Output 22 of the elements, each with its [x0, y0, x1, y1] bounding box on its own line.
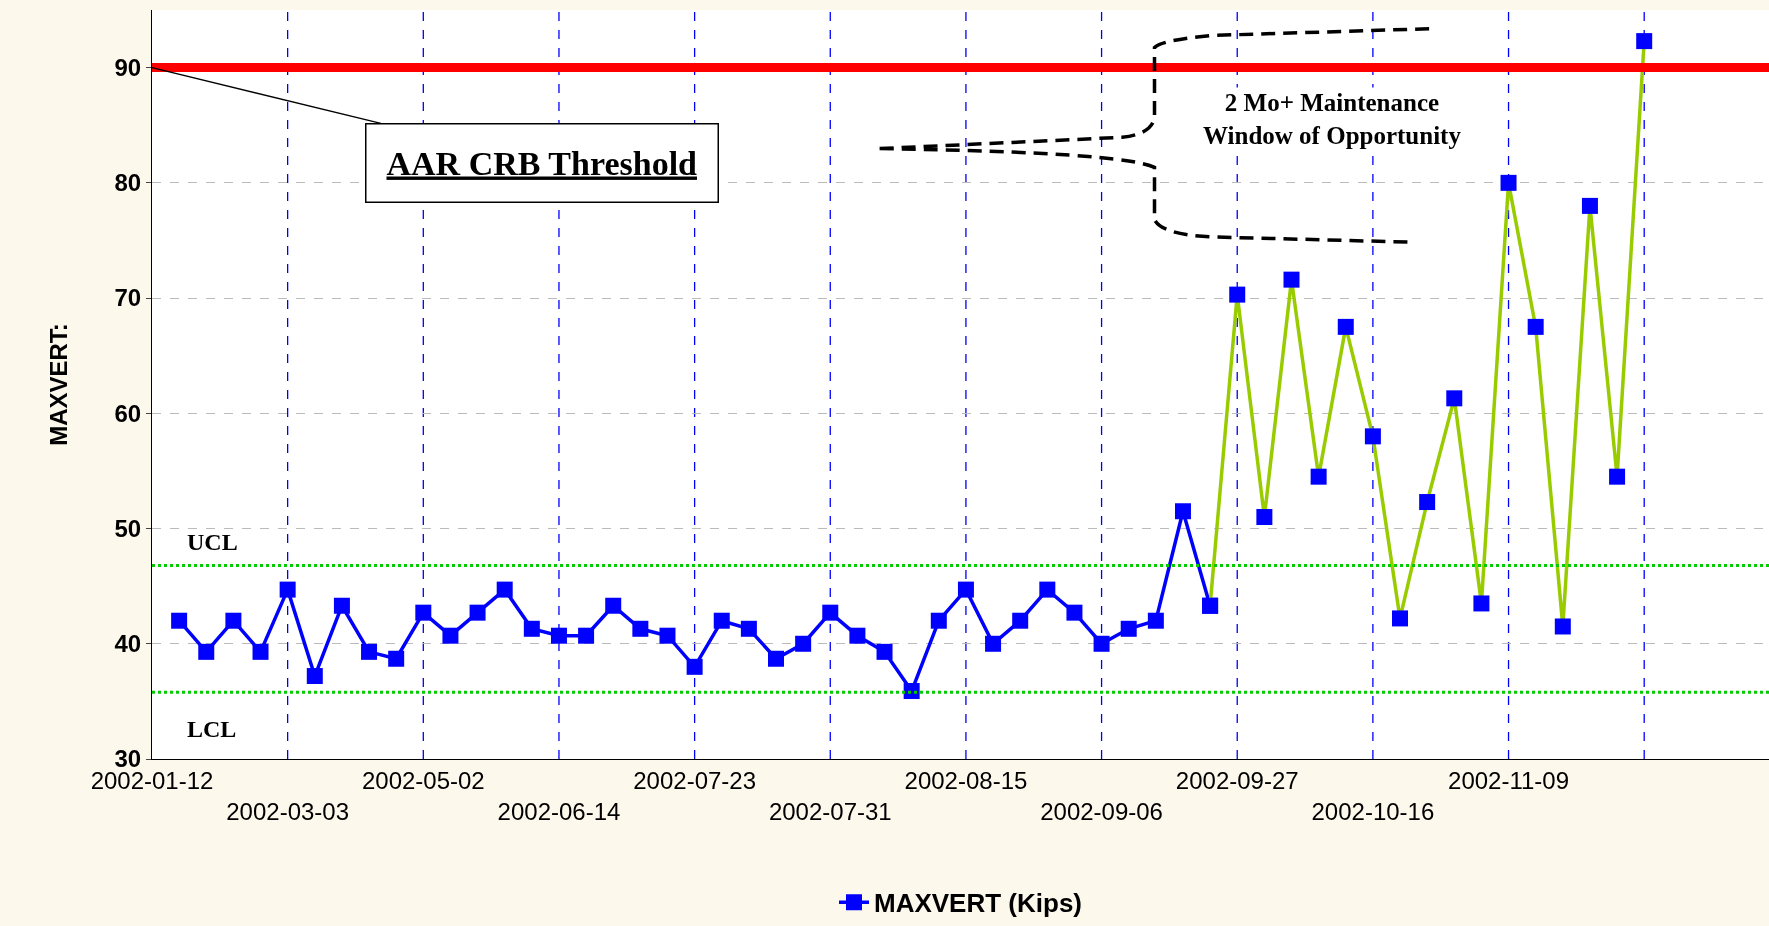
y-tick-label: 40	[114, 630, 142, 658]
y-tick-label: 70	[114, 284, 142, 312]
x-tick-label: 2002-07-31	[768, 798, 892, 825]
x-tick-label: 2002-06-14	[497, 798, 621, 825]
y-axis-title: MAXVERT:	[44, 323, 72, 446]
ref-line-label: LCL	[187, 716, 237, 742]
annotation: 2 Mo+ Maintenance Window of Opportunity	[1203, 89, 1462, 149]
y-tick-label: 80	[114, 169, 142, 197]
x-tick-label: 2002-03-03	[226, 798, 350, 825]
ref-line-label: UCL	[187, 529, 238, 555]
y-tick-label: 50	[114, 514, 142, 542]
x-tick-label: 2002-10-16	[1311, 798, 1435, 825]
y-tick-label: 60	[114, 399, 142, 427]
x-tick-label: 2002-08-15	[904, 766, 1028, 794]
ref-line-label: AAR CRB Threshold	[386, 144, 698, 182]
x-tick-label: 2002-11-09	[1448, 766, 1570, 794]
x-tick-label: 2002-07-23	[633, 766, 756, 794]
legend-label: MAXVERT (Kips)	[874, 888, 1082, 919]
y-tick-label: 90	[114, 54, 142, 82]
x-tick-label: 2002-05-02	[361, 766, 485, 794]
x-tick-label: 2002-09-06	[1040, 798, 1163, 825]
x-tick-label: 2002-09-27	[1175, 766, 1299, 794]
